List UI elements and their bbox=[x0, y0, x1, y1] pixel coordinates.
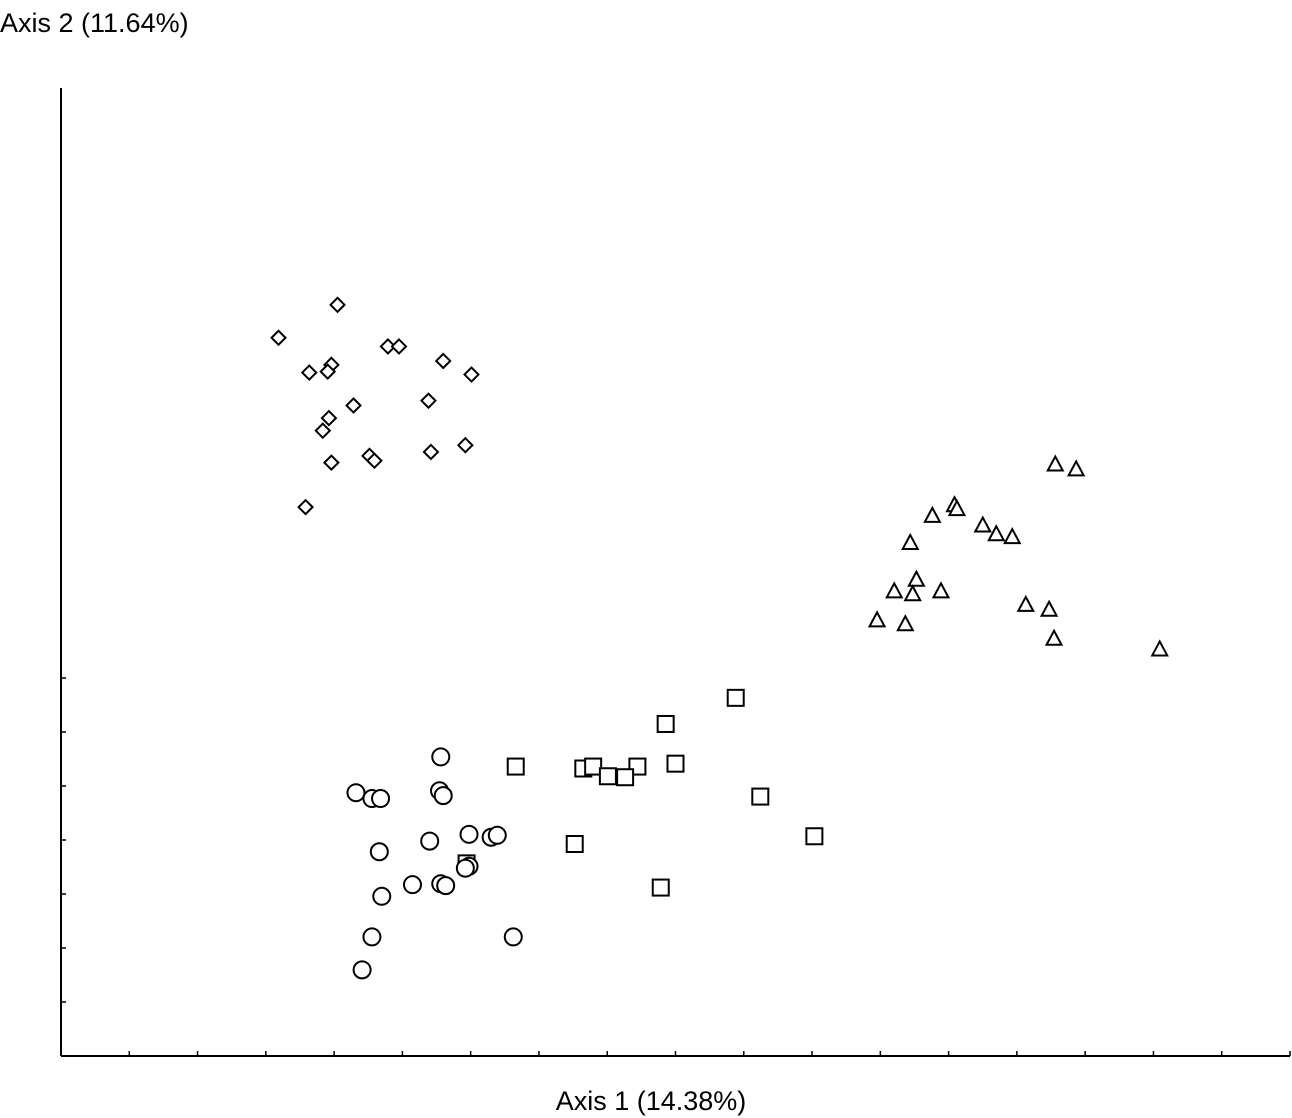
diamond-point bbox=[434, 352, 452, 370]
diamond-point bbox=[420, 392, 437, 410]
triangle-point bbox=[1066, 459, 1086, 477]
diamond-point bbox=[456, 436, 474, 454]
circle-point bbox=[402, 875, 422, 895]
square-point bbox=[565, 835, 584, 854]
diamond-point bbox=[329, 296, 346, 314]
triangle-point bbox=[931, 581, 951, 599]
triangle-point bbox=[987, 524, 1006, 542]
square-point bbox=[726, 688, 745, 707]
diamond-point bbox=[463, 366, 480, 383]
square-point bbox=[506, 757, 525, 776]
x-axis-title: Axis 1 (14.38%) bbox=[556, 1086, 747, 1116]
triangle-point bbox=[1046, 454, 1065, 472]
triangle-point bbox=[973, 515, 992, 533]
square-point bbox=[584, 757, 603, 776]
triangle-point bbox=[907, 569, 926, 587]
circle-point bbox=[503, 927, 523, 947]
circle-point bbox=[436, 876, 456, 896]
circle-point bbox=[346, 783, 366, 803]
circle-point bbox=[352, 960, 372, 980]
square-point bbox=[656, 714, 675, 733]
circle-point bbox=[369, 842, 389, 862]
circle-point bbox=[459, 824, 479, 844]
circle-point bbox=[433, 786, 453, 806]
triangle-point bbox=[903, 584, 922, 602]
triangle-point bbox=[1044, 628, 1064, 646]
data-points bbox=[270, 296, 1169, 980]
triangle-point bbox=[947, 498, 967, 517]
triangle-point bbox=[896, 614, 915, 632]
circle-point bbox=[431, 747, 451, 767]
triangle-point bbox=[867, 610, 887, 628]
diamond-point bbox=[319, 363, 337, 381]
square-point bbox=[805, 827, 824, 846]
diamond-point bbox=[300, 364, 318, 382]
triangle-point bbox=[901, 532, 920, 550]
square-point bbox=[651, 878, 670, 897]
square-point bbox=[751, 787, 770, 806]
diamond-point bbox=[365, 452, 383, 470]
square-point bbox=[666, 754, 685, 773]
diamond-point bbox=[322, 454, 340, 472]
diamond-point bbox=[270, 329, 287, 347]
diamond-point bbox=[320, 409, 338, 427]
circle-point bbox=[487, 825, 507, 845]
circle-point bbox=[455, 858, 475, 878]
triangle-point bbox=[885, 581, 904, 599]
triangle-point bbox=[1016, 594, 1035, 612]
axes bbox=[60, 88, 1291, 1057]
circle-point bbox=[372, 886, 392, 906]
diamond-point bbox=[422, 443, 440, 461]
circle-point bbox=[371, 789, 391, 809]
triangle-point bbox=[1150, 639, 1169, 657]
triangle-point bbox=[1039, 599, 1059, 617]
diamond-point bbox=[314, 422, 332, 440]
square-point bbox=[616, 768, 635, 787]
square-point bbox=[598, 767, 617, 786]
circle-point bbox=[420, 831, 440, 851]
diamond-point bbox=[379, 338, 397, 355]
diamond-point bbox=[345, 397, 362, 414]
triangle-point bbox=[1003, 527, 1022, 545]
circle-point bbox=[362, 927, 382, 947]
diamond-point bbox=[390, 338, 408, 355]
triangle-point bbox=[923, 505, 942, 523]
diamond-point bbox=[297, 498, 314, 516]
y-axis-title: Axis 2 (11.64%) bbox=[0, 8, 189, 38]
